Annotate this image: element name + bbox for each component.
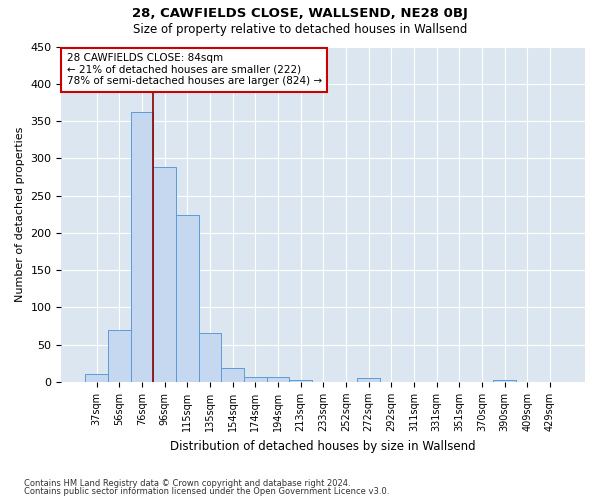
Bar (244, 376, 266, 382)
Text: Contains public sector information licensed under the Open Government Licence v3: Contains public sector information licen… (24, 487, 389, 496)
Bar (199, 334, 221, 382)
Bar (108, 330, 131, 382)
Bar (289, 380, 312, 382)
Text: Contains HM Land Registry data © Crown copyright and database right 2024.: Contains HM Land Registry data © Crown c… (24, 478, 350, 488)
X-axis label: Distribution of detached houses by size in Wallsend: Distribution of detached houses by size … (170, 440, 476, 452)
Bar (493, 380, 516, 382)
Text: 28 CAWFIELDS CLOSE: 84sqm
← 21% of detached houses are smaller (222)
78% of semi: 28 CAWFIELDS CLOSE: 84sqm ← 21% of detac… (67, 53, 322, 86)
Y-axis label: Number of detached properties: Number of detached properties (15, 126, 25, 302)
Text: 28, CAWFIELDS CLOSE, WALLSEND, NE28 0BJ: 28, CAWFIELDS CLOSE, WALLSEND, NE28 0BJ (132, 8, 468, 20)
Bar (221, 368, 244, 382)
Bar (85, 374, 108, 382)
Bar (131, 112, 153, 382)
Bar (153, 166, 176, 382)
Bar (357, 378, 380, 382)
Bar (266, 378, 289, 382)
Text: Size of property relative to detached houses in Wallsend: Size of property relative to detached ho… (133, 22, 467, 36)
Bar (176, 215, 199, 382)
